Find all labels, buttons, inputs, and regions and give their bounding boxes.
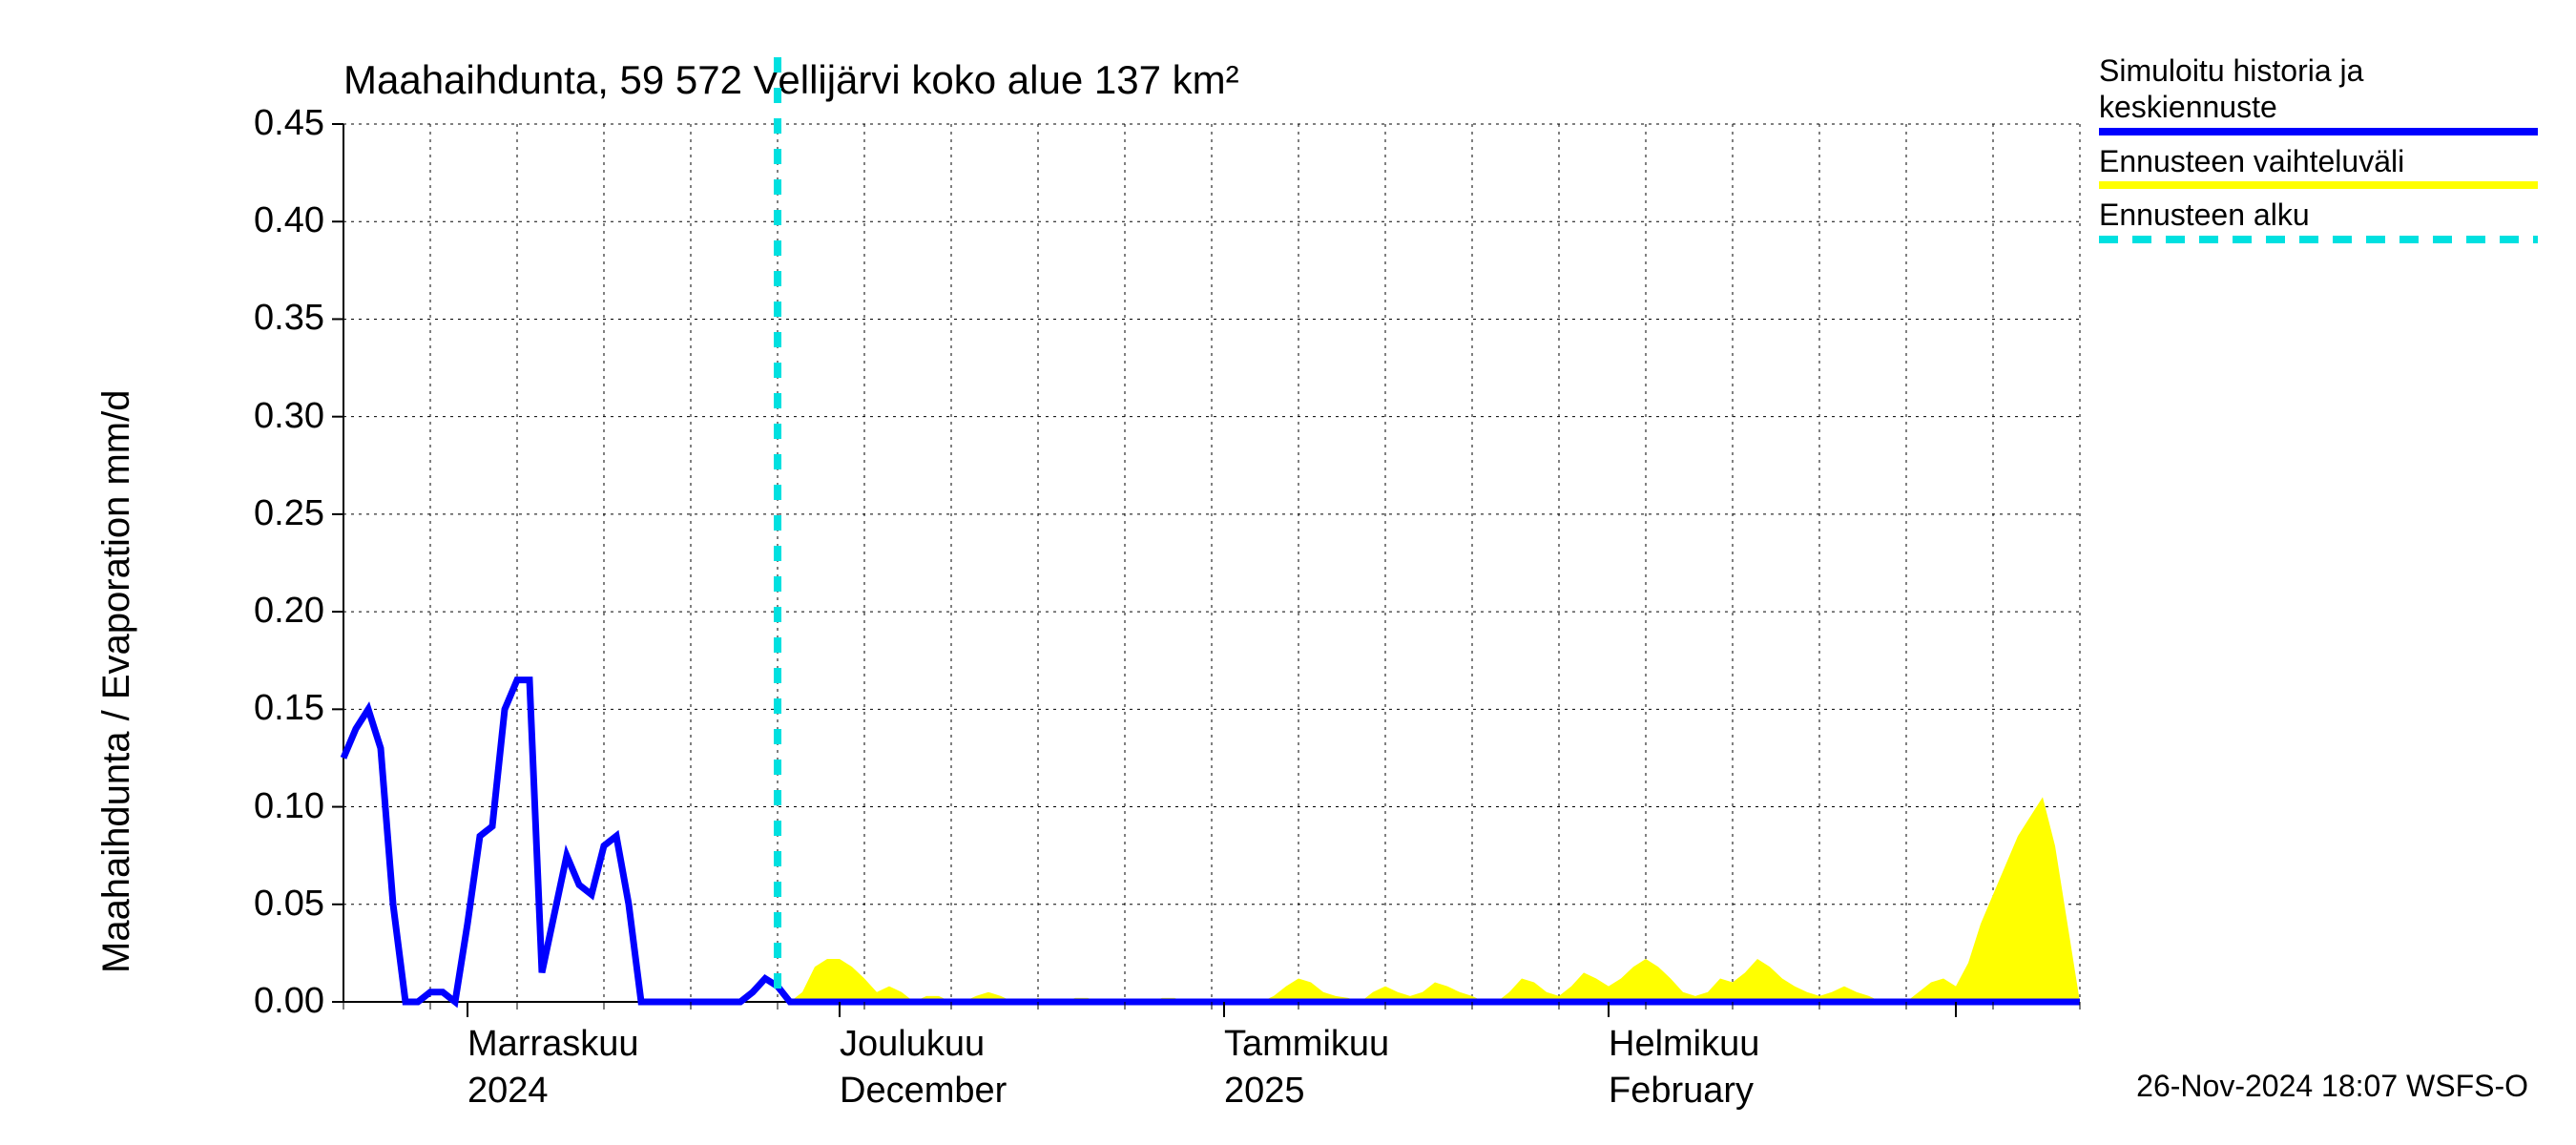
y-tick-label: 0.00 — [210, 981, 324, 1022]
y-tick-label: 0.15 — [210, 688, 324, 729]
x-tick-label: HelmikuuFebruary — [1609, 1021, 1759, 1115]
y-tick-label: 0.25 — [210, 493, 324, 534]
y-tick-label: 0.05 — [210, 884, 324, 925]
y-tick-label: 0.35 — [210, 298, 324, 339]
x-tick-label: Marraskuu2024 — [467, 1021, 639, 1115]
timestamp: 26-Nov-2024 18:07 WSFS-O — [2136, 1069, 2528, 1104]
y-tick-label: 0.10 — [210, 786, 324, 827]
y-axis-label: Maahaihdunta / Evaporation mm/d — [95, 390, 138, 973]
x-tick-label: JoulukuuDecember — [840, 1021, 1007, 1115]
y-tick-label: 0.30 — [210, 396, 324, 437]
y-tick-label: 0.45 — [210, 103, 324, 144]
chart-container: Maahaihdunta, 59 572 Vellijärvi koko alu… — [0, 0, 2576, 1145]
legend-swatch-cyan — [2099, 236, 2538, 243]
legend-item-range: Ennusteen vaihteluväli — [2099, 143, 2538, 189]
legend-label: Ennusteen alku — [2099, 197, 2538, 233]
legend-swatch-blue — [2099, 128, 2538, 135]
legend-item-history: Simuloitu historia ja keskiennuste — [2099, 52, 2538, 135]
legend-label: Simuloitu historia ja keskiennuste — [2099, 52, 2538, 126]
y-tick-label: 0.40 — [210, 200, 324, 241]
x-tick-label: Tammikuu2025 — [1224, 1021, 1389, 1115]
legend: Simuloitu historia ja keskiennuste Ennus… — [2099, 52, 2538, 251]
y-tick-label: 0.20 — [210, 591, 324, 632]
chart-title: Maahaihdunta, 59 572 Vellijärvi koko alu… — [343, 57, 1239, 103]
plot-area — [343, 124, 2080, 1002]
legend-label: Ennusteen vaihteluväli — [2099, 143, 2538, 179]
legend-item-start: Ennusteen alku — [2099, 197, 2538, 242]
legend-swatch-yellow — [2099, 181, 2538, 189]
